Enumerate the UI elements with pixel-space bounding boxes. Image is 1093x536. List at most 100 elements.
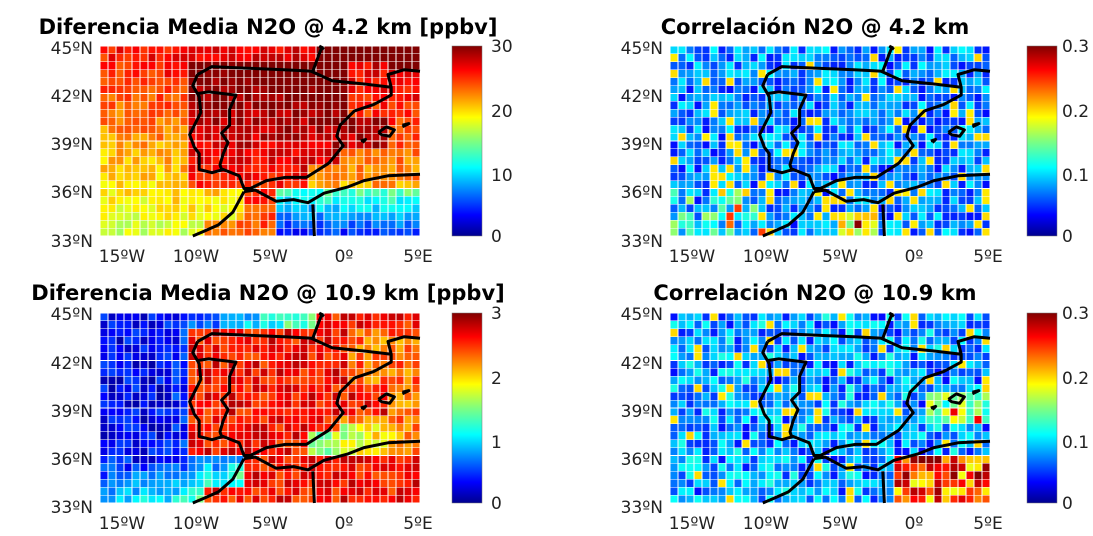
heatmap-cell [219,180,229,189]
heatmap-cell [99,93,109,102]
heatmap-cell [163,344,173,353]
heatmap-cell [147,196,157,205]
heatmap-cell [155,344,165,353]
heatmap-cell [219,439,229,448]
heatmap-cell [387,463,397,472]
heatmap-cell [709,368,719,377]
heatmap-cell [981,320,991,330]
heatmap-cell [757,320,767,330]
heatmap-cell [147,423,157,433]
heatmap-cell [387,156,397,166]
heatmap-cell [949,383,959,393]
heatmap-cell [733,156,743,166]
heatmap-cell [957,219,967,229]
heatmap-cell [837,204,847,213]
heatmap-cell [813,478,823,488]
heatmap-cell [179,77,189,86]
heatmap-cell [275,93,285,102]
heatmap-cell [741,204,751,213]
heatmap-cell [853,116,863,126]
y-tick-label: 33ºN [621,232,663,252]
heatmap-cell [765,53,775,63]
heatmap-cell [395,478,405,488]
heatmap-cell [909,328,919,338]
heatmap-cell [805,132,815,142]
heatmap-cell [861,312,871,322]
heatmap-cell [251,320,261,330]
heatmap-cell [123,463,133,472]
heatmap-cell [99,227,109,237]
heatmap-cell [781,399,791,409]
heatmap-cell [291,204,301,213]
heatmap-cell [99,407,109,417]
heatmap-cell [99,312,109,322]
heatmap-cell [981,486,991,496]
heatmap-cell [837,336,847,345]
coastline-path [767,357,808,437]
heatmap-cell [901,196,911,205]
heatmap-cell [315,383,325,393]
heatmap-cell [829,101,839,110]
heatmap-cell [701,486,711,496]
heatmap-cell [717,439,727,448]
heatmap-cell [403,312,413,322]
heatmap-cell [669,383,679,393]
heatmap-cell [821,172,831,181]
heatmap-cell [733,494,743,504]
heatmap-cell [163,391,173,401]
heatmap-cell [725,376,735,385]
heatmap-cell [749,320,759,330]
heatmap-cell [765,471,775,480]
heatmap-cell [877,77,887,86]
heatmap-cell [949,312,959,322]
heatmap-cell [227,77,237,86]
heatmap-cell [299,45,309,55]
heatmap-cell [243,124,253,134]
heatmap-cell [139,219,149,229]
heatmap-cell [107,312,117,322]
heatmap-cell [677,360,687,369]
heatmap-cell [179,109,189,118]
heatmap-cell [925,383,935,393]
heatmap-cell [155,85,165,94]
heatmap-cell [283,77,293,86]
heatmap-cell [243,368,253,377]
heatmap-cell [163,463,173,472]
heatmap-cell [909,423,919,433]
heatmap-cell [677,204,687,213]
heatmap-cell [805,53,815,63]
heatmap-cell [259,391,269,401]
heatmap-cell [821,196,831,205]
heatmap-cell [765,180,775,189]
heatmap-cell [949,156,959,166]
heatmap-cell [115,415,125,425]
heatmap-cell [179,196,189,205]
y-tick-label: 39ºN [621,402,663,422]
heatmap-cell [781,180,791,189]
heatmap-cell [973,447,983,456]
heatmap-cell [139,415,149,425]
heatmap-cell [925,463,935,472]
heatmap-cell [877,415,887,425]
heatmap-cell [147,328,157,338]
heatmap-cell [789,439,799,448]
heatmap-cell [773,132,783,142]
heatmap-cell [163,164,173,173]
heatmap-cell [179,447,189,456]
heatmap-cell [869,77,879,86]
heatmap-cell [853,360,863,369]
heatmap-cell [685,164,695,173]
heatmap-cell [965,132,975,142]
heatmap-cell [861,101,871,110]
heatmap-cell [733,423,743,433]
heatmap-cell [139,368,149,377]
heatmap-cell [965,486,975,496]
heatmap-cell [107,391,117,401]
heatmap-cell [115,85,125,94]
heatmap-cell [115,471,125,480]
heatmap-cell [339,486,349,496]
heatmap-cell [411,188,421,197]
heatmap-cell [685,478,695,488]
heatmap-cell [941,486,951,496]
heatmap-cell [677,352,687,361]
